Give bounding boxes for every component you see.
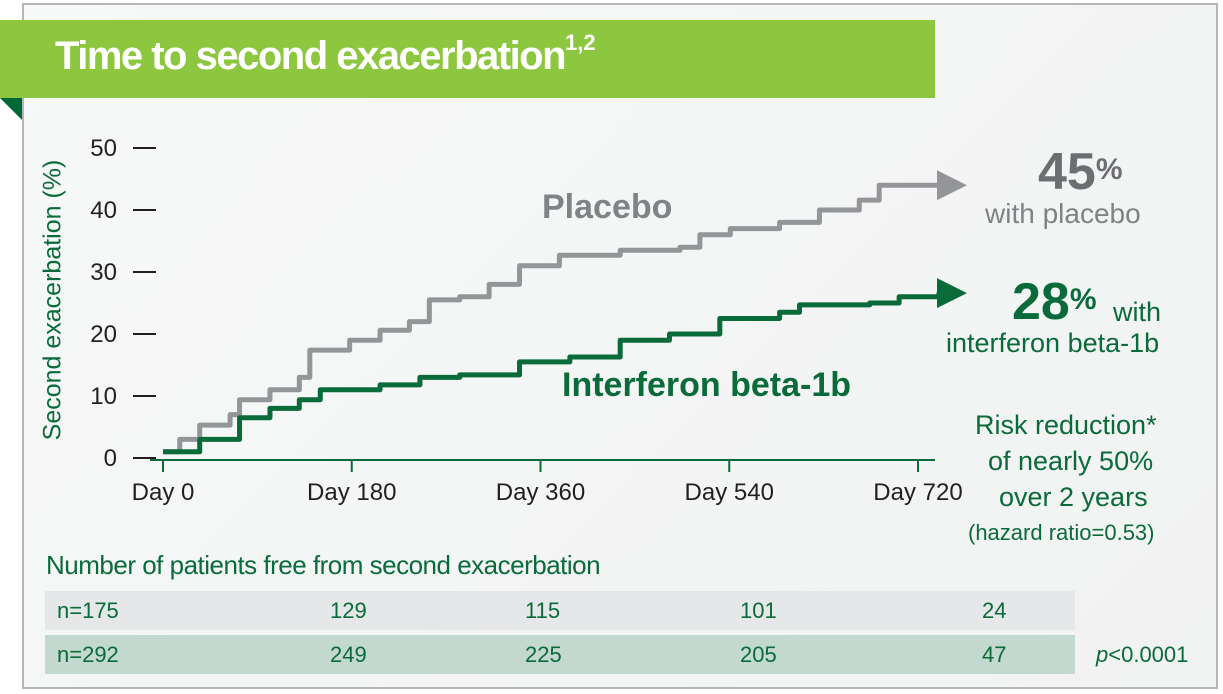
hazard-ratio: (hazard ratio=0.53) bbox=[968, 520, 1155, 545]
risk-reduction-line1: Risk reduction* bbox=[975, 410, 1157, 440]
x-tick-label: Day 360 bbox=[496, 479, 585, 506]
y-tick-label: 50 bbox=[90, 135, 117, 162]
x-tick-label: Day 720 bbox=[873, 479, 962, 506]
placebo-callout-text: with placebo bbox=[985, 198, 1141, 229]
table-cell: 24 bbox=[982, 598, 1007, 623]
x-tick-label: Day 540 bbox=[685, 479, 774, 506]
table-cell: 129 bbox=[330, 598, 367, 623]
title-banner: Time to second exacerbation1,2 bbox=[0, 20, 935, 98]
placebo-line bbox=[163, 170, 967, 455]
y-tick-label: 0 bbox=[104, 445, 117, 472]
table-title: Number of patients free from second exac… bbox=[46, 550, 601, 580]
y-axis-label: Second exacerbation (%) bbox=[38, 159, 67, 441]
y-tick-label: 10 bbox=[90, 383, 117, 410]
chart-title: Time to second exacerbation1,2 bbox=[55, 30, 596, 79]
placebo-row: n=175 129 115 101 24 bbox=[45, 591, 1075, 630]
y-tick-label: 40 bbox=[90, 197, 117, 224]
interferon-line bbox=[163, 278, 967, 455]
risk-reduction-line2: of nearly 50% bbox=[988, 446, 1154, 476]
placebo-pct-sign: % bbox=[1095, 153, 1123, 186]
ifn-pct-value: 28 bbox=[1012, 273, 1070, 331]
p-value: p<0.0001 bbox=[1096, 642, 1188, 668]
y-tick-label: 30 bbox=[90, 259, 117, 286]
p-value-text: <0.0001 bbox=[1108, 642, 1189, 667]
risk-reduction-line3: over 2 years bbox=[999, 482, 1148, 512]
interferon-series-label: Interferon beta-1b bbox=[562, 366, 852, 404]
title-references: 1,2 bbox=[565, 30, 596, 55]
table-cell: 225 bbox=[525, 642, 562, 667]
title-text: Time to second exacerbation bbox=[55, 34, 567, 78]
x-tick-label: Day 0 bbox=[132, 479, 195, 506]
interferon-row: n=292 249 225 205 47 bbox=[45, 635, 1075, 674]
y-tick-label: 20 bbox=[90, 321, 117, 348]
table-cell: 115 bbox=[525, 598, 561, 623]
x-tick-label: Day 180 bbox=[307, 479, 396, 506]
interferon-callout-with: with bbox=[1113, 297, 1162, 327]
banner-fold bbox=[0, 98, 22, 120]
placebo-series-label: Placebo bbox=[542, 188, 673, 226]
table-cell: 249 bbox=[330, 642, 367, 667]
table-cell: 101 bbox=[740, 598, 777, 623]
table-cell: 205 bbox=[740, 642, 777, 667]
interferon-callout-text: interferon beta-1b bbox=[946, 328, 1160, 358]
p-italic: p bbox=[1096, 642, 1109, 667]
interferon-percent: 28% bbox=[1012, 276, 1097, 328]
placebo-percent: 45% bbox=[1038, 146, 1123, 198]
table-cell: n=292 bbox=[57, 642, 119, 667]
table-cell: 47 bbox=[982, 642, 1007, 667]
table-cell: n=175 bbox=[57, 598, 119, 623]
ifn-pct-sign: % bbox=[1069, 283, 1097, 316]
placebo-pct-value: 45 bbox=[1038, 143, 1096, 201]
